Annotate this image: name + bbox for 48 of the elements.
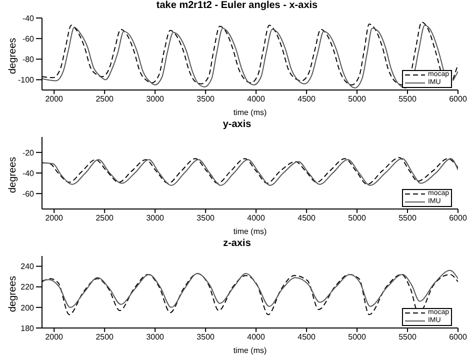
x-tick-label: 4000: [247, 94, 266, 104]
y-tick-label: 200: [20, 303, 35, 312]
y-axis-title: degrees: [8, 156, 19, 193]
y-axis-title: degrees: [8, 276, 19, 312]
y-tick-label: -40: [22, 168, 35, 178]
y-tick-label: 240: [20, 262, 35, 272]
chart-title: take m2r1t2 - Euler angles - x-axis: [155, 0, 319, 12]
x-tick-label: 6000: [449, 332, 468, 342]
y-tick-label: 220: [20, 282, 35, 292]
x-tick-label: 3000: [146, 214, 165, 223]
line-series: [42, 270, 458, 308]
x-tick-label: 5500: [398, 214, 417, 223]
y-axis-title: degrees: [8, 38, 19, 74]
x-tick-label: 3500: [196, 94, 216, 104]
x-tick-label: 2000: [45, 94, 64, 104]
x-tick-label: 5500: [398, 94, 417, 104]
chart-title: z-axis: [222, 238, 252, 250]
y-tick-label: -80: [22, 54, 35, 64]
x-tick-label: 4000: [247, 214, 266, 223]
x-tick-label: 4000: [247, 332, 266, 342]
x-axis-title: time (ms): [233, 227, 267, 236]
x-axis-title: time (ms): [233, 346, 267, 355]
x-tick-label: 2000: [45, 214, 64, 223]
y-tick-label: -60: [22, 34, 35, 44]
y-tick-label: -40: [22, 14, 35, 23]
x-tick-label: 5000: [348, 332, 366, 342]
x-axis-title: time (ms): [233, 108, 267, 117]
x-tick-label: 5500: [398, 332, 417, 342]
x-tick-label: 5000: [348, 94, 366, 104]
x-tick-label: 3500: [196, 332, 216, 342]
x-tick-label: 2500: [96, 214, 114, 223]
x-tick-label: 3000: [146, 94, 165, 104]
x-tick-label: 3000: [146, 332, 165, 342]
y-tick-label: -100: [18, 76, 35, 85]
x-tick-label: 2500: [96, 332, 114, 342]
x-tick-label: 2000: [45, 332, 64, 342]
y-tick-label: 180: [20, 324, 35, 333]
x-tick-label: 5000: [348, 214, 366, 223]
x-tick-label: 4500: [298, 214, 316, 223]
x-tick-label: 4500: [298, 332, 316, 342]
x-tick-label: 2500: [96, 94, 114, 104]
x-tick-label: 6000: [449, 214, 468, 223]
x-tick-label: 4500: [298, 94, 316, 104]
x-tick-label: 3500: [196, 214, 216, 223]
x-tick-label: 6000: [449, 94, 468, 104]
y-tick-label: -20: [22, 148, 35, 158]
y-tick-label: -60: [22, 189, 35, 198]
chart-title: y-axis: [222, 119, 252, 131]
